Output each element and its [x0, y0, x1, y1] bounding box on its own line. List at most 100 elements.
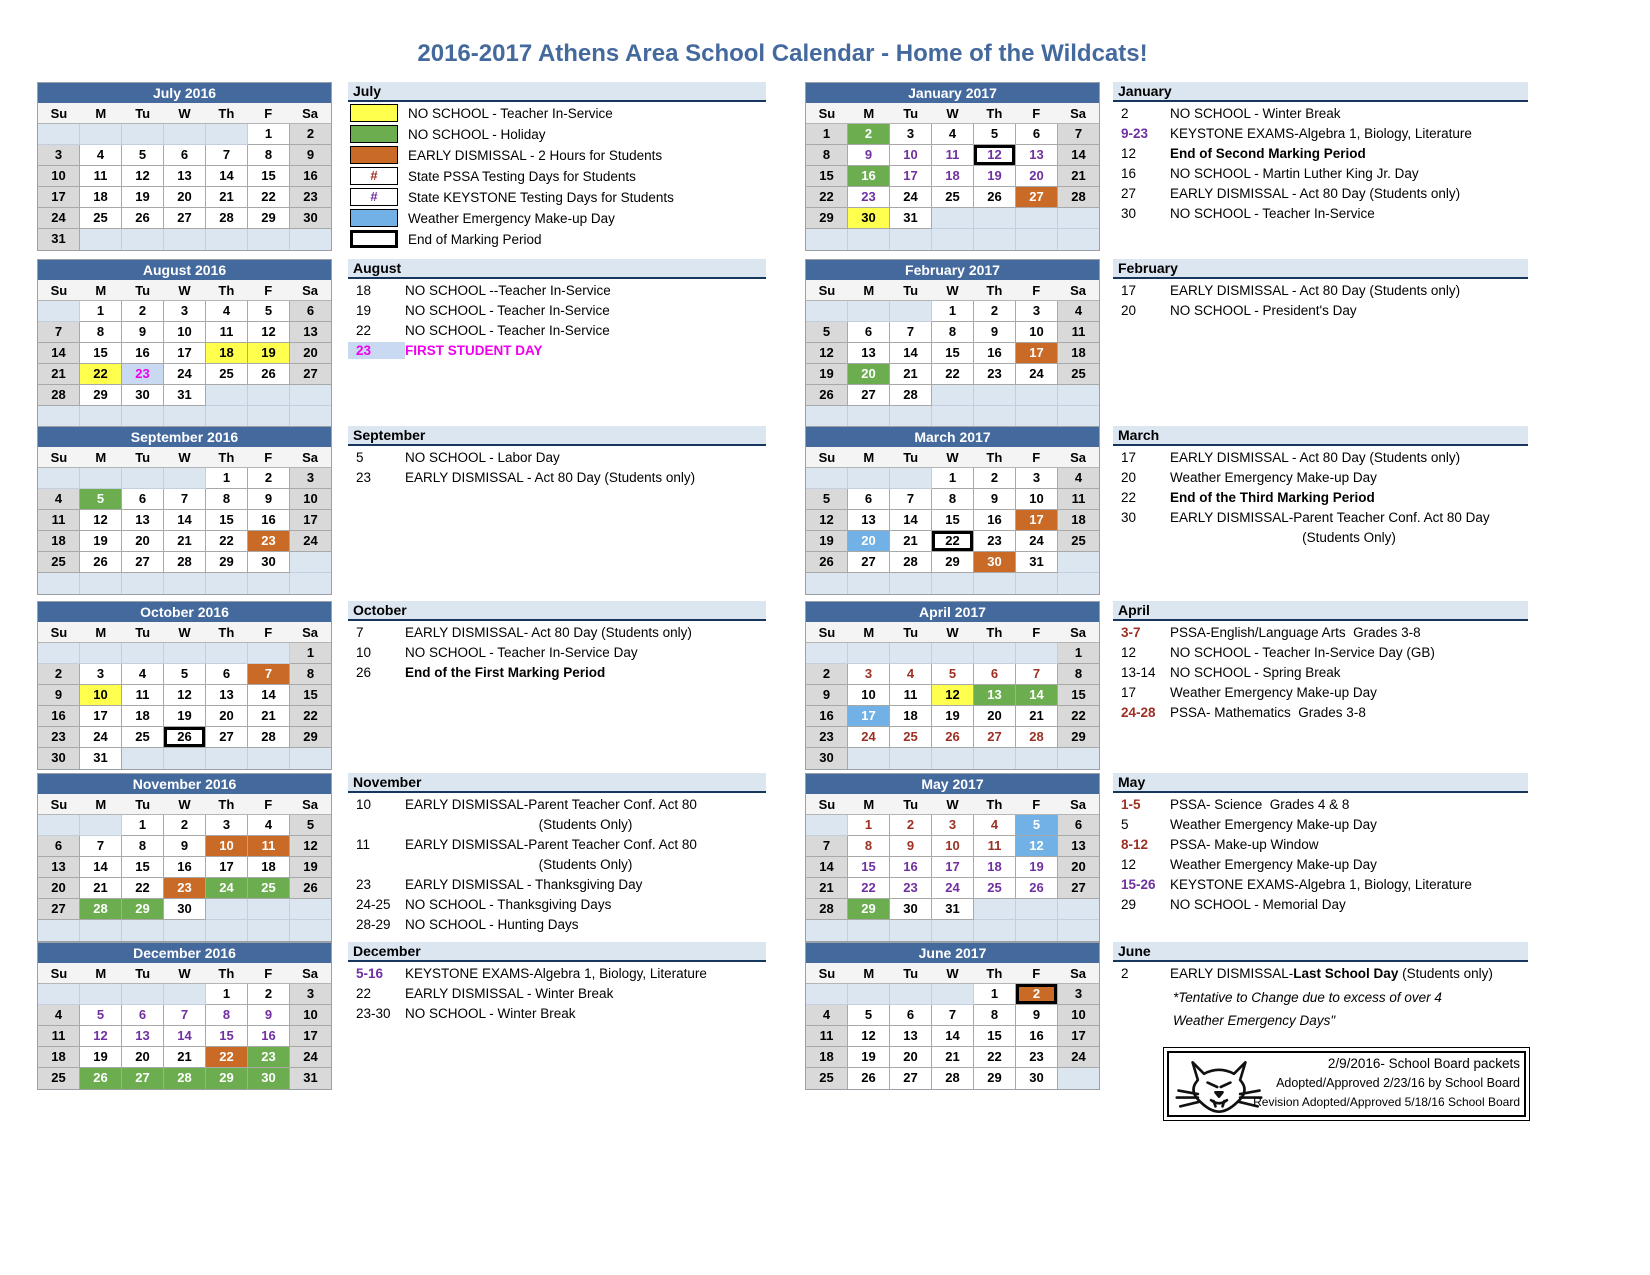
- day-cell: 12: [122, 166, 164, 187]
- day-cell: [38, 815, 80, 836]
- day-cell: 26: [848, 1068, 890, 1089]
- event-row: 28-29 NO SCHOOL - Hunting Days: [348, 913, 766, 933]
- events-october: October 7 EARLY DISMISSAL- Act 80 Day (Stu…: [348, 601, 766, 681]
- day-cell: 19: [290, 857, 331, 878]
- week-row: 29 30 31: [806, 208, 1099, 229]
- day-cell: 3: [290, 468, 331, 489]
- events-month-header: May: [1113, 773, 1528, 793]
- day-cell: 22: [932, 364, 974, 385]
- day-cell: 19: [80, 531, 122, 552]
- day-cell: 10: [1016, 489, 1058, 510]
- day-cell: [122, 984, 164, 1005]
- day-cell: 17: [1016, 343, 1058, 364]
- day-cell: [806, 984, 848, 1005]
- day-cell: 21: [932, 1047, 974, 1068]
- day-cell: 11: [38, 510, 80, 531]
- day-cell: 4: [806, 1005, 848, 1026]
- day-cell: [932, 984, 974, 1005]
- week-row: 14 15 16 17 18 19 20: [806, 857, 1099, 878]
- events-december: December 5-16 KEYSTONE EXAMS-Algebra 1, Bi…: [348, 942, 766, 1022]
- day-cell: 24: [848, 727, 890, 748]
- day-cell: 18: [38, 531, 80, 552]
- weekday-header: M: [863, 450, 875, 465]
- event-row: 7 EARLY DISMISSAL- Act 80 Day (Students o…: [348, 621, 766, 641]
- day-cell: 27: [974, 727, 1016, 748]
- week-row: 9 10 11 12 13 14 15: [38, 685, 331, 706]
- event-date: 20: [1121, 470, 1137, 485]
- day-cell: [80, 815, 122, 836]
- weekday-header: M: [95, 966, 107, 981]
- day-cell: [38, 573, 80, 594]
- week-row: [806, 406, 1099, 427]
- day-cell: 18: [38, 1047, 80, 1068]
- events-month-header: August: [348, 259, 766, 279]
- day-cell: 22: [290, 706, 331, 727]
- day-cell: 23: [806, 727, 848, 748]
- event-row: 23-30 NO SCHOOL - Winter Break: [348, 1002, 766, 1022]
- event-text: NO SCHOOL - Thanksgiving Days: [405, 897, 612, 912]
- day-cell: 15: [206, 1026, 248, 1047]
- week-row: 9 10 11 12 13 14 15: [806, 685, 1099, 706]
- weekday-header: Th: [986, 283, 1003, 298]
- month-title: October 2016: [38, 602, 331, 622]
- week-row: 12 13 14 15 16 17 18: [806, 510, 1099, 531]
- day-cell: 25: [38, 1068, 80, 1089]
- day-cell: [206, 229, 248, 250]
- day-cell: 6: [1058, 815, 1099, 836]
- month-calendar-march-2017: March 2017 Su M Tu W Th F Sa 1 2 3 4 5 6 7 8 9 10 11 12 13 14…: [805, 426, 1100, 595]
- day-cell: 28: [164, 552, 206, 573]
- day-cell: 30: [38, 748, 80, 769]
- event-row: 22 End of the Third Marking Period: [1113, 486, 1528, 506]
- weekday-header: Sa: [302, 797, 319, 812]
- day-cell: 21: [890, 531, 932, 552]
- day-cell: 13: [1058, 836, 1099, 857]
- day-cell: [122, 229, 164, 250]
- event-row: 26 End of the First Marking Period: [348, 661, 766, 681]
- day-cell: 31: [80, 748, 122, 769]
- day-cell: 1: [206, 984, 248, 1005]
- weekday-header: M: [95, 283, 107, 298]
- day-cell: 5: [122, 145, 164, 166]
- event-text: NO SCHOOL - Memorial Day: [1170, 897, 1346, 912]
- day-cell: 20: [122, 1047, 164, 1068]
- day-cell: [206, 920, 248, 941]
- day-cell: 29: [1058, 727, 1099, 748]
- day-cell: 26: [932, 727, 974, 748]
- day-cell: 13: [848, 510, 890, 531]
- events-january: January 2 NO SCHOOL - Winter Break 9-23 KEYS…: [1113, 82, 1528, 222]
- day-cell: [1058, 406, 1099, 427]
- day-cell: [848, 984, 890, 1005]
- weekday-header: F: [264, 625, 273, 640]
- day-cell: 11: [80, 166, 122, 187]
- day-cell: 7: [164, 489, 206, 510]
- week-row: 4 5 6 7 8 9 10: [38, 1005, 331, 1026]
- day-cell: 2: [806, 664, 848, 685]
- event-row: 10 NO SCHOOL - Teacher In-Service Day: [348, 641, 766, 661]
- event-text: EARLY DISMISSAL - Act 80 Day (Students o…: [405, 470, 696, 485]
- day-cell: [848, 229, 890, 250]
- day-cell: 7: [890, 322, 932, 343]
- month-calendar-april-2017: April 2017 Su M Tu W Th F Sa 1 2 3 4 5 6 7 8 9 10 11 12 13 14…: [805, 601, 1100, 770]
- event-row: 12 Weather Emergency Make-up Day: [1113, 853, 1528, 873]
- day-cell: [1058, 899, 1099, 920]
- day-cell: [806, 301, 848, 322]
- day-cell: 22: [206, 531, 248, 552]
- weekday-header: Tu: [903, 625, 919, 640]
- day-cell: [122, 573, 164, 594]
- week-row: 30: [806, 748, 1099, 769]
- day-cell: 11: [890, 685, 932, 706]
- day-cell: [1058, 552, 1099, 573]
- event-date: 7: [356, 625, 364, 640]
- day-cell: 18: [248, 857, 290, 878]
- day-cell: 19: [1016, 857, 1058, 878]
- event-text: PSSA- Science Grades 4 & 8: [1170, 797, 1350, 812]
- weekday-header: Sa: [302, 106, 319, 121]
- month-calendar-october-2016: October 2016 Su M Tu W Th F Sa 1 2 3 4 5 6 7 8 9 10 11 12 13…: [37, 601, 332, 770]
- day-cell: 30: [248, 552, 290, 573]
- day-cell: 17: [164, 343, 206, 364]
- day-cell: 27: [848, 385, 890, 406]
- day-cell: 21: [1016, 706, 1058, 727]
- day-cell: [206, 406, 248, 427]
- day-cell: 20: [848, 364, 890, 385]
- day-cell: [974, 643, 1016, 664]
